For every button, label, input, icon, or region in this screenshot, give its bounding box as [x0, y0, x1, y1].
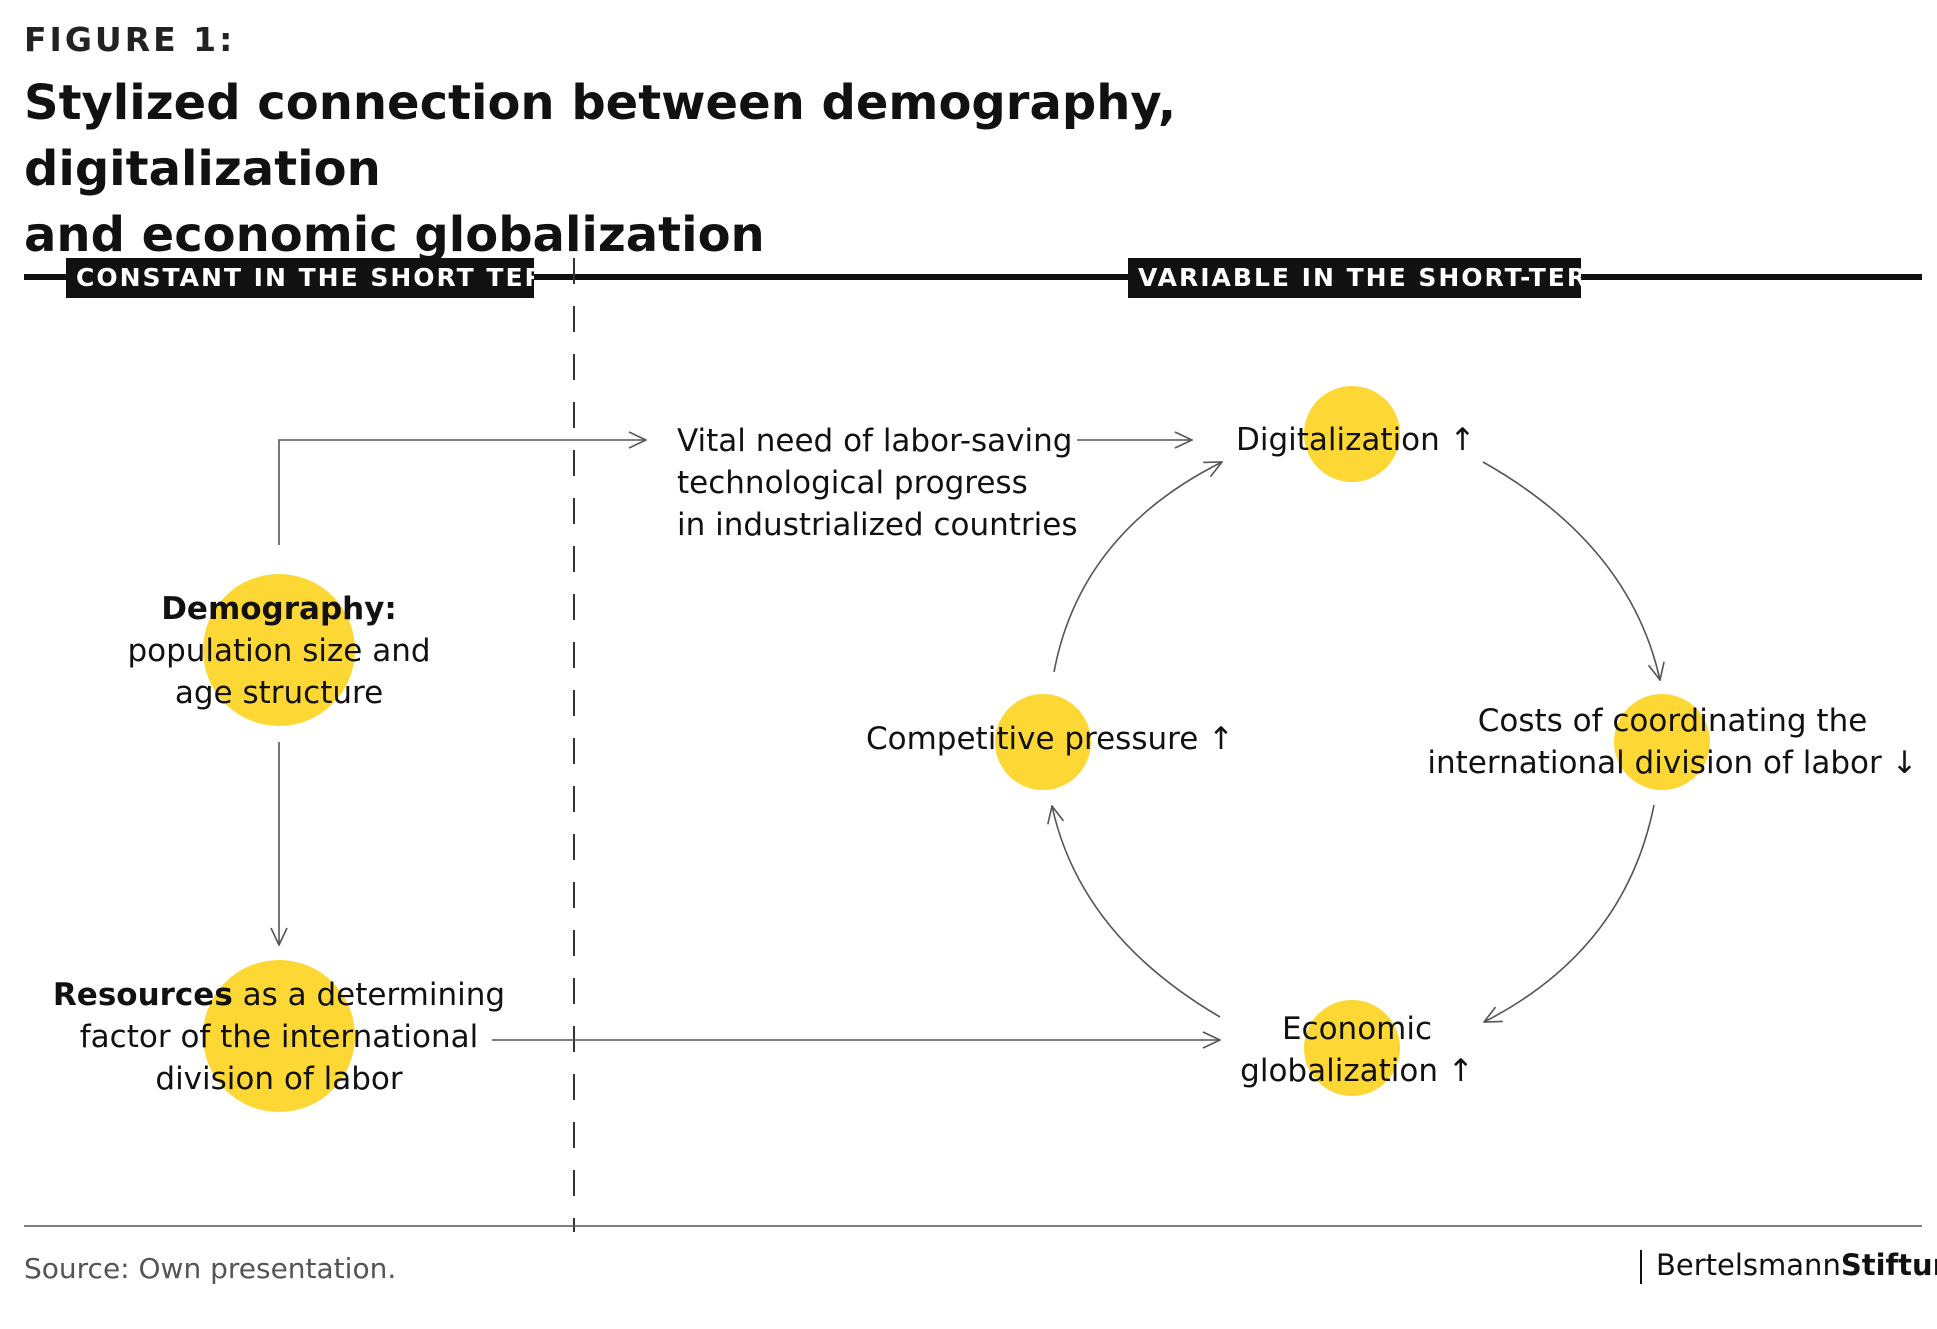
node-demography: Demography: population size and age stru…	[79, 588, 479, 714]
competitive-pressure-label: Competitive pressure	[866, 721, 1199, 757]
resources-line-3: division of labor	[155, 1061, 403, 1097]
highlight-circle-demography	[203, 574, 355, 726]
demography-line-2: population size and	[127, 633, 431, 669]
node-resources: Resources as a determining factor of the…	[39, 974, 519, 1100]
costs-line-2-text: international division of labor	[1427, 745, 1882, 781]
figure-title-line-2: and economic globalization	[24, 207, 765, 263]
demography-line-3: age structure	[174, 675, 384, 711]
brand-regular: Bertelsmann	[1656, 1248, 1841, 1282]
figure-title-line-1: Stylized connection between demography, …	[24, 75, 1177, 197]
resources-title: Resources	[52, 977, 233, 1013]
node-competitive-pressure: Competitive pressure ↑	[866, 718, 1234, 760]
resources-line-1-rest: as a determining	[232, 977, 506, 1013]
arc-economic-to-competitive	[1052, 806, 1221, 1018]
node-economic-globalization: Economic globalization ↑	[1207, 1008, 1507, 1092]
figure-label: FIGURE 1:	[24, 20, 236, 59]
figure-title: Stylized connection between demography, …	[24, 70, 1524, 268]
arc-costs-to-economic	[1484, 804, 1655, 1022]
costs-line-2: international division of labor ↓	[1415, 742, 1930, 784]
arc-digitalization-to-costs	[1482, 461, 1660, 680]
economic-line-1: Economic	[1281, 1011, 1433, 1047]
vital-need-line-3: in industrialized countries	[677, 507, 1078, 543]
resources-line-1: Resources as a determining	[39, 974, 519, 1016]
arrow-up-icon: ↑	[1447, 1053, 1474, 1089]
brand-bold: Stiftung	[1840, 1248, 1937, 1282]
node-digitalization: Digitalization ↑	[1236, 419, 1476, 461]
highlight-circle-digitalization	[1304, 386, 1400, 482]
economic-line-2-text: globalization	[1240, 1053, 1438, 1089]
node-vital-need: Vital need of labor-saving technological…	[677, 420, 1078, 546]
arc-competitive-to-digitalization	[1053, 462, 1222, 673]
vital-need-line-2: technological progress	[677, 465, 1028, 501]
highlight-circle-resources	[203, 960, 355, 1112]
highlight-circle-competitive	[995, 694, 1091, 790]
node-costs-coordinating: Costs of coordinating the international …	[1415, 700, 1930, 784]
arrow-up-icon: ↑	[1449, 422, 1476, 458]
highlight-circle-costs	[1614, 694, 1710, 790]
brand-bar	[1640, 1250, 1642, 1284]
vital-need-line-1: Vital need of labor-saving	[677, 423, 1073, 459]
arrow-demography-to-vital-need	[278, 440, 646, 545]
section-label-variable: VARIABLE IN THE SHORT-TERM	[1128, 258, 1581, 298]
brand-logo: BertelsmannStiftung	[1640, 1248, 1937, 1284]
demography-title: Demography:	[161, 591, 397, 627]
source-note: Source: Own presentation.	[24, 1252, 397, 1285]
economic-line-2: globalization ↑	[1207, 1050, 1507, 1092]
digitalization-label: Digitalization	[1236, 422, 1440, 458]
section-label-constant: CONSTANT IN THE SHORT TERM	[66, 258, 534, 298]
arrow-up-icon: ↑	[1208, 721, 1235, 757]
arrow-down-icon: ↓	[1891, 745, 1918, 781]
resources-line-2: factor of the international	[79, 1019, 479, 1055]
costs-line-1: Costs of coordinating the	[1477, 703, 1868, 739]
highlight-circle-economic	[1304, 1000, 1400, 1096]
